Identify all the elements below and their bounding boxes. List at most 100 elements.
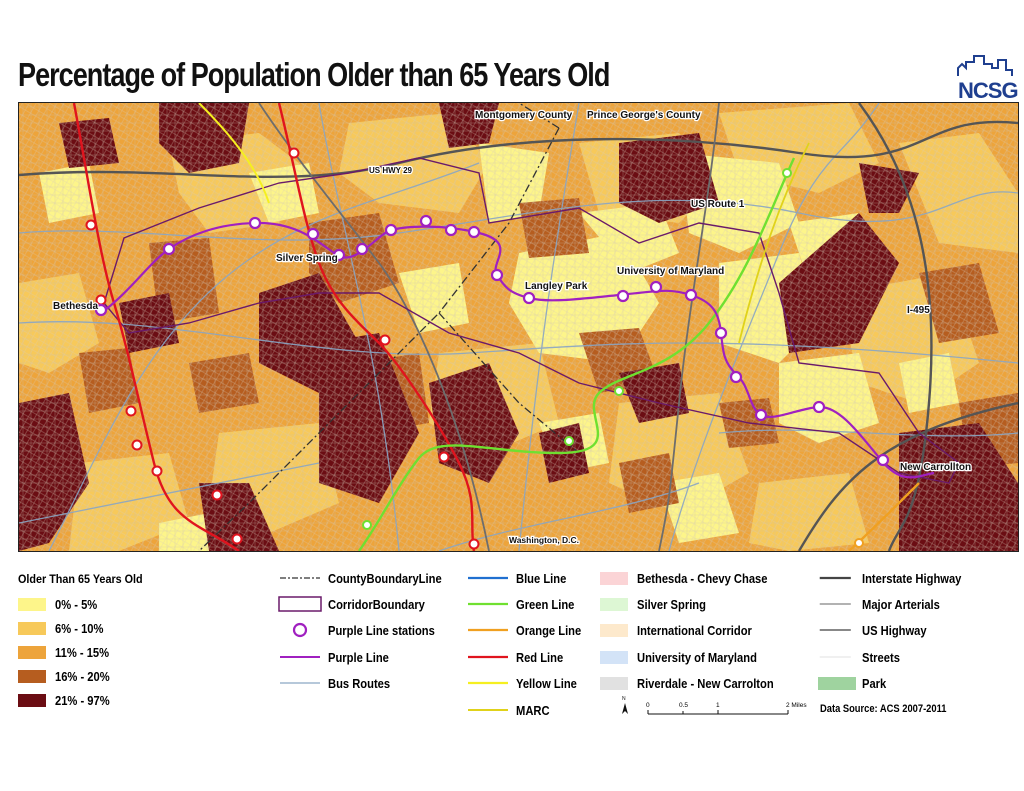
legend-marc: MARC [466,702,555,718]
north-arrow-icon: N [622,696,628,714]
swatch-park [818,676,856,690]
map-labels: Montgomery County Prince George's County… [52,109,973,547]
legend-purple-stations: Purple Line stations [278,622,452,638]
streets-symbol [819,656,851,658]
label-i-495: I-495 [907,305,930,316]
swatch-class-5 [18,693,46,707]
scale-bar: N 0 0.5 1 2 Miles [622,696,807,715]
legend-county-boundary-label: CountyBoundaryLine [328,570,442,586]
legend-corridor-boundary-label: CorridorBoundary [328,596,425,612]
legend-us-highway-label: US Highway [862,622,927,638]
legend-green-line-label: Green Line [516,596,575,612]
purple-line-symbol [280,656,320,658]
legend-class-5-label: 21% - 97% [55,692,110,708]
legend-class-5: 21% - 97% [18,692,119,708]
bus-routes [19,103,1018,551]
legend-bus-routes-label: Bus Routes [328,675,391,691]
legend-red-line-label: Red Line [516,649,564,665]
label-university-of-maryland: University of Maryland [617,266,724,277]
county-boundary-line [198,103,580,551]
scale-tick-0: 0 [646,702,650,709]
label-bethesda: Bethesda [53,301,98,312]
legend-bus-routes: Bus Routes [278,675,400,691]
map-frame[interactable]: Montgomery County Prince George's County… [18,102,1019,552]
label-prince-georges-county: Prince George's County [587,110,701,121]
label-new-carrollton: New Carrollton [900,462,971,473]
label-us-hwy-29: US HWY 29 [369,166,413,175]
data-source: Data Source: ACS 2007-2011 [820,703,947,715]
corridor-boundary [103,157,960,484]
legend-purple-line: Purple Line [278,649,399,665]
legend-class-2: 6% - 10% [18,620,111,636]
map-title: Percentage of Population Older than 65 Y… [18,56,610,93]
legend-riverdale-zone-label: Riverdale - New Carrolton [637,675,774,691]
county-boundary-symbol [280,577,320,579]
legend-title: Older Than 65 Years Old [18,572,143,586]
legend-green-line: Green Line [466,596,584,612]
legend-bethesda-zone: Bethesda - Chevy Chase [600,570,789,586]
yellow-line [198,103,270,204]
red-line-stations [85,147,480,550]
arterial-symbol [819,603,851,605]
swatch-umd-zone [600,650,628,664]
marc-line [738,142,810,344]
swatch-class-4 [18,669,46,683]
purple-station-symbol [292,622,308,638]
ncsg-logo [957,55,1013,76]
choropleth-map[interactable]: Montgomery County Prince George's County… [19,103,1018,551]
swatch-class-1 [18,597,46,611]
legend-class-1: 0% - 5% [18,596,104,612]
streets-texture-2 [19,103,1018,551]
scale-tick-0-5: 0.5 [679,702,688,709]
legend-blue-line: Blue Line [466,570,575,586]
legend-umd-zone: University of Maryland [600,649,776,665]
purple-line [100,221,935,479]
legend-international-zone: International Corridor [600,622,771,638]
legend-corridor-boundary: CorridorBoundary [278,596,441,612]
legend-park-label: Park [862,675,887,691]
purple-line-stations [94,214,890,467]
interstate-symbol [819,576,851,580]
legend-county-boundary: CountyBoundaryLine [278,570,460,586]
yellow-line-symbol [468,681,508,685]
legend-major-arterials: Major Arterials [818,596,953,612]
legend-orange-line: Orange Line [466,622,592,638]
legend-class-1-label: 0% - 5% [55,596,98,612]
swatch-riverdale-zone [600,676,628,690]
label-silver-spring: Silver Spring [276,253,338,264]
label-montgomery-county: Montgomery County [475,110,573,121]
legend-riverdale-zone: Riverdale - New Carrolton [600,675,796,691]
scale-tick-2: 2 Miles [786,702,807,709]
bus-route-symbol [280,682,320,684]
legend-orange-line-label: Orange Line [516,622,582,638]
legend-purple-stations-label: Purple Line stations [328,622,435,638]
orange-line-symbol [468,628,508,632]
legend-umd-zone-label: University of Maryland [637,649,757,665]
corridor-boundary-symbol [278,596,322,612]
legend-silver-spring-zone: Silver Spring [600,596,717,612]
legend-yellow-line: Yellow Line [466,675,587,691]
legend-interstate: Interstate Highway [818,570,978,586]
swatch-class-3 [18,645,46,659]
legend-class-2-label: 6% - 10% [55,620,104,636]
legend-class-3: 11% - 15% [18,644,118,660]
legend-major-arterials-label: Major Arterials [862,596,940,612]
legend-class-4-label: 16% - 20% [55,668,110,684]
legend-marc-label: MARC [516,702,550,718]
scale-tick-1: 1 [716,702,720,709]
marc-symbol [468,709,508,711]
label-washington-dc: Washington, D.C. [509,535,579,545]
legend-red-line: Red Line [466,649,571,665]
green-line-stations [362,168,792,530]
orange-line-station [854,538,864,548]
legend-silver-spring-zone-label: Silver Spring [637,596,706,612]
label-langley-park: Langley Park [525,281,588,292]
legend-blue-line-label: Blue Line [516,570,567,586]
legend-us-highway: US Highway [818,622,937,638]
legend-streets: Streets [818,649,906,665]
legend-class-3-label: 11% - 15% [55,644,110,660]
blue-line-symbol [468,576,508,580]
legend-streets-label: Streets [862,649,900,665]
us-highway [258,103,720,551]
swatch-silver-spring-zone [600,597,628,611]
